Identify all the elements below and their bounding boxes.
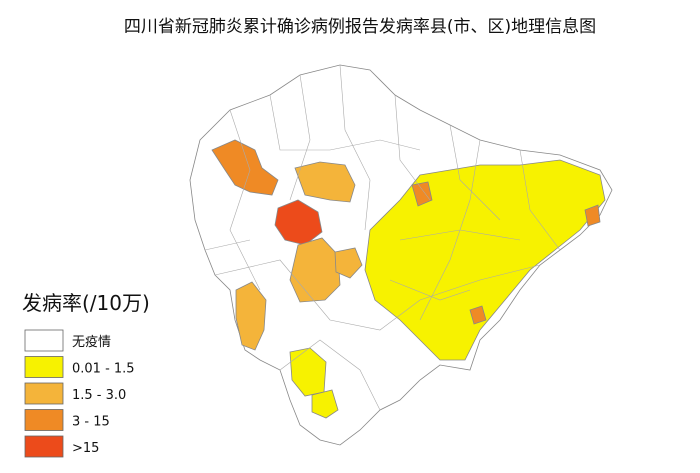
legend-swatch bbox=[24, 409, 64, 431]
region-center bbox=[289, 237, 341, 303]
region-central-2 bbox=[334, 247, 363, 279]
legend-swatch bbox=[24, 329, 64, 352]
region-northwest bbox=[211, 139, 279, 196]
legend-swatch bbox=[24, 382, 64, 405]
legend-label: 无疫情 bbox=[72, 334, 111, 350]
region-east-patch bbox=[411, 181, 433, 207]
legend-label: 3 - 15 bbox=[72, 415, 110, 430]
region-center-red bbox=[274, 199, 323, 246]
map-title: 四川省新冠肺炎累计确诊病例报告发病率县(市、区)地理信息图 bbox=[124, 17, 596, 37]
legend-label: >15 bbox=[72, 441, 99, 456]
region-southwest bbox=[235, 281, 267, 351]
legend: 无疫情 0.01 - 1.5 1.5 - 3.0 3 - 15 >15 bbox=[24, 329, 135, 458]
legend-swatch bbox=[24, 435, 64, 458]
county-borders bbox=[204, 64, 561, 411]
region-north-central bbox=[294, 161, 356, 203]
legend-title: 发病率(/10万) bbox=[22, 291, 150, 315]
legend-label: 0.01 - 1.5 bbox=[72, 362, 135, 377]
legend-label: 1.5 - 3.0 bbox=[72, 388, 126, 403]
region-far-east-patch bbox=[584, 204, 601, 227]
region-southeast-patch bbox=[469, 305, 487, 325]
map bbox=[189, 64, 613, 446]
legend-swatch bbox=[24, 356, 64, 378]
region-south-2 bbox=[311, 389, 339, 419]
